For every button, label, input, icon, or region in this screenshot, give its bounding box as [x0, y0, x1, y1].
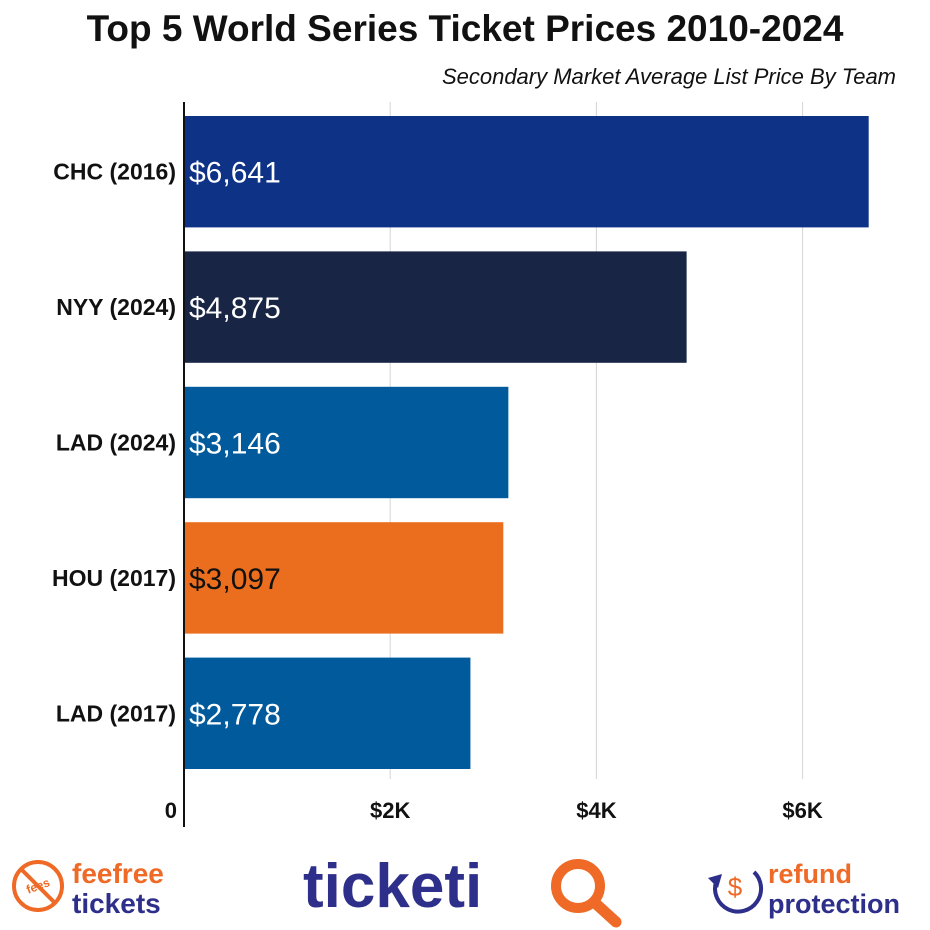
- feefree-text: feefree: [72, 858, 164, 889]
- bar-1: [184, 251, 687, 363]
- no-fees-icon: fees: [12, 860, 64, 912]
- bar-value-label-1: $4,875: [189, 292, 281, 325]
- x-tick-label-2: $4K: [576, 798, 616, 823]
- feefree-tickets-logo: fees feefree tickets: [12, 858, 164, 919]
- bar-chart: $6,641 CHC (2016) $4,875 NYY (2024) $3,146 LA…: [52, 102, 869, 827]
- tickets-text: tickets: [72, 888, 161, 919]
- magnifier-q-icon: [551, 859, 622, 928]
- bar-value-label-3: $3,097: [189, 563, 281, 596]
- ticketiq-logo: ticketi: [303, 852, 622, 928]
- category-label-4: LAD (2017): [56, 700, 176, 726]
- bar-value-label-2: $3,146: [189, 428, 281, 461]
- ticketiq-wordmark: ticketi: [303, 852, 482, 921]
- bar-value-label-0: $6,641: [189, 157, 281, 190]
- refund-text: refund: [768, 859, 852, 889]
- bar-3: [184, 522, 504, 634]
- category-label-0: CHC (2016): [53, 159, 176, 185]
- bar-2: [184, 386, 509, 499]
- bar-0: [184, 116, 869, 228]
- category-label-3: HOU (2017): [52, 565, 176, 591]
- category-label-1: NYY (2024): [56, 294, 176, 320]
- protection-text: protection: [768, 889, 900, 919]
- dollar-refresh-icon: $: [708, 870, 764, 914]
- refund-protection-logo: $ refund protection: [708, 859, 900, 919]
- chart-title: Top 5 World Series Ticket Prices 2010-20…: [86, 8, 844, 49]
- footer-logos: fees feefree tickets ticketi $ refund pr…: [12, 852, 900, 928]
- bar-4: [184, 657, 471, 769]
- x-tick-label-1: $2K: [370, 798, 410, 823]
- x-tick-label-0: 0: [165, 798, 177, 823]
- bar-value-label-4: $2,778: [189, 698, 281, 731]
- x-tick-label-3: $6K: [782, 798, 822, 823]
- category-label-2: LAD (2024): [56, 430, 176, 456]
- dollar-symbol: $: [728, 872, 743, 902]
- chart-subtitle: Secondary Market Average List Price By T…: [441, 64, 896, 89]
